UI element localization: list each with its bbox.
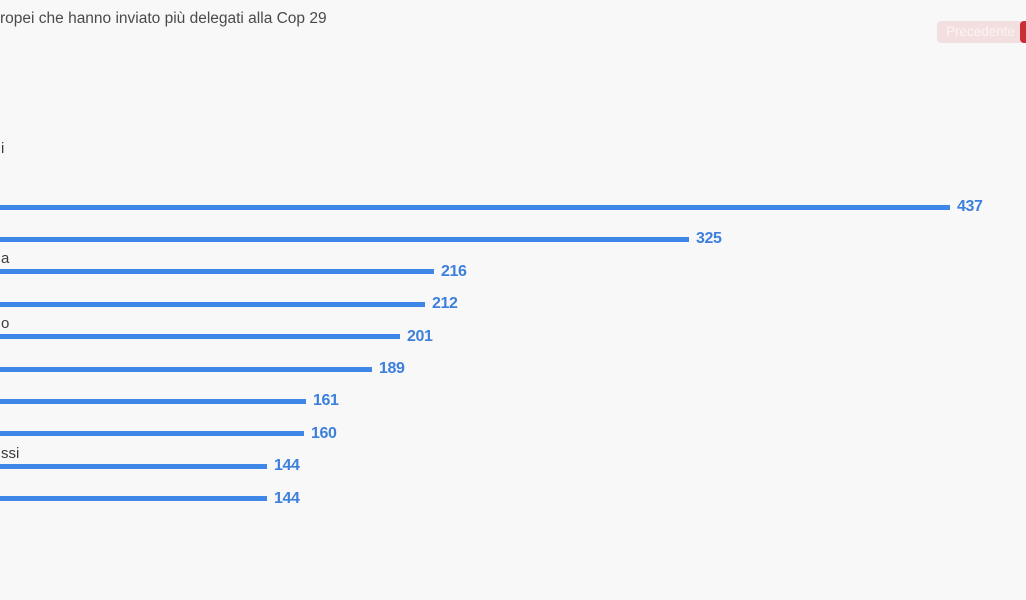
bar: [0, 398, 306, 404]
bar-value-label: 325: [696, 230, 722, 248]
bar-value-label: 437: [957, 198, 983, 215]
bar-category-label: a: [1, 250, 10, 268]
bar: [0, 236, 689, 242]
bar: [0, 204, 950, 210]
bar: [0, 496, 267, 502]
bar: [0, 431, 304, 437]
bar: [0, 334, 400, 340]
chart-subtitle-fragment: i: [1, 140, 5, 157]
bar-value-label: 160: [311, 424, 337, 442]
previous-button[interactable]: Precedente: [937, 21, 1025, 43]
bar: [0, 301, 425, 307]
next-button[interactable]: [1020, 21, 1026, 43]
bar: [0, 269, 434, 275]
bar-value-label: 189: [379, 360, 405, 377]
bar-value-label: 144: [274, 457, 300, 475]
bar: [0, 366, 372, 372]
bar-category-label: o: [1, 315, 10, 333]
bar-value-label: 144: [274, 489, 300, 507]
bar-category-label: ssi: [1, 444, 20, 462]
bar-value-label: 161: [313, 392, 339, 410]
bar: [0, 463, 267, 469]
bar-value-label: 201: [407, 327, 433, 345]
bar-value-label: 216: [441, 262, 467, 280]
bar-value-label: 212: [432, 295, 458, 313]
slideshow-nav: Precedente: [0, 21, 1026, 43]
chart-title: ropei che hanno inviato più delegati all…: [0, 10, 327, 27]
